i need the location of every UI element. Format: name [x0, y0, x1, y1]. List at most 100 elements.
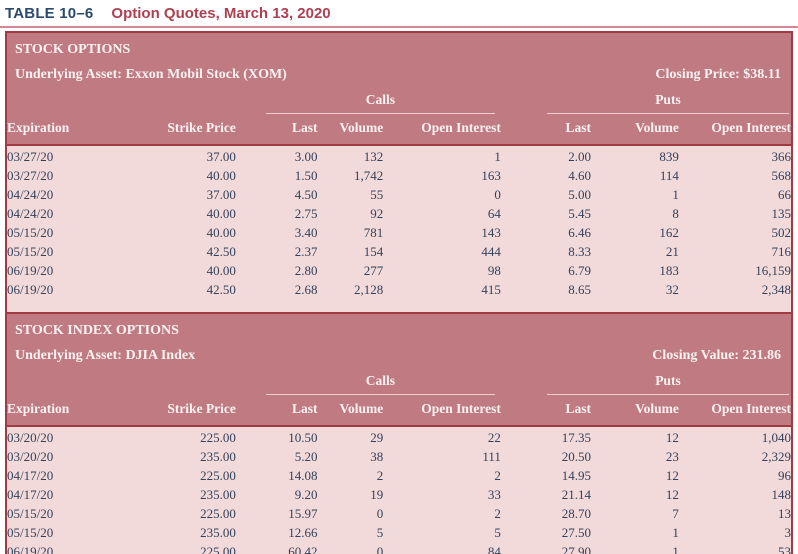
cell: 40.00: [151, 261, 236, 281]
underlying-asset-label: Underlying Asset: Exxon Mobil Stock (XOM…: [15, 67, 287, 82]
cell: 6.46: [500, 223, 592, 243]
table-row: 03/20/20 225.00 10.50 29 22 17.35 12 1,040: [7, 425, 791, 448]
column-header-calls-open-interest: Open Interest: [383, 395, 501, 426]
column-header-puts-volume: Volume: [591, 395, 679, 426]
cell: 1: [383, 144, 501, 167]
table-row: 03/27/20 40.00 1.50 1,742 163 4.60 114 568: [7, 166, 791, 186]
cell: 13: [678, 504, 791, 524]
table-row: 06/19/20 42.50 2.68 2,128 415 8.65 32 2,348: [7, 280, 791, 312]
cell: 111: [383, 447, 501, 467]
cell: 06/19/20: [7, 261, 152, 281]
cell: 66: [678, 185, 791, 205]
cell: 5: [383, 523, 501, 543]
table-row: 05/15/20 235.00 12.66 5 5 27.50 1 3: [7, 523, 791, 543]
option-quotes-table: STOCK OPTIONS Underlying Asset: Exxon Mo…: [5, 31, 793, 554]
cell: 2,128: [317, 280, 384, 312]
table-row: 04/24/20 40.00 2.75 92 64 5.45 8 135: [7, 204, 791, 224]
column-header-expiration: Expiration: [7, 395, 152, 426]
cell: 781: [317, 223, 384, 243]
cell: 21: [591, 242, 679, 262]
cell: 04/17/20: [7, 466, 152, 486]
cell: 27.50: [500, 523, 592, 543]
cell: 06/19/20: [7, 542, 152, 554]
cell: 23: [591, 447, 679, 467]
cell: 40.00: [151, 223, 236, 243]
stock-options-rows: 03/27/20 37.00 3.00 132 1 2.00 839 366 03/27/20 4…: [7, 144, 791, 312]
cell: 8.65: [500, 280, 592, 312]
closing-price-label: Closing Price: $38.11: [655, 67, 781, 82]
cell: 12: [591, 485, 679, 505]
cell: 235.00: [151, 523, 236, 543]
table-row: 04/17/20 225.00 14.08 2 2 14.95 12 96: [7, 466, 791, 486]
cell: 143: [383, 223, 501, 243]
column-header-puts-last: Last: [500, 114, 592, 145]
cell: 183: [591, 261, 679, 281]
cell: 163: [383, 166, 501, 186]
cell: 366: [678, 144, 791, 167]
cell: 60.42: [235, 542, 318, 554]
cell: 5: [317, 523, 384, 543]
cell: 3: [678, 523, 791, 543]
table-row: 04/24/20 37.00 4.50 55 0 5.00 1 66: [7, 185, 791, 205]
cell: 2: [383, 504, 501, 524]
column-header-puts-last: Last: [500, 395, 592, 426]
cell: 27.90: [500, 542, 592, 554]
cell: 235.00: [151, 485, 236, 505]
cell: 22: [383, 425, 501, 448]
cell: 2: [383, 466, 501, 486]
cell: 10.50: [235, 425, 318, 448]
cell: 04/24/20: [7, 185, 152, 205]
cell: 225.00: [151, 504, 236, 524]
column-header-puts-open-interest: Open Interest: [678, 395, 791, 426]
cell: 162: [591, 223, 679, 243]
cell: 716: [678, 242, 791, 262]
cell: 7: [591, 504, 679, 524]
cell: 15.97: [235, 504, 318, 524]
cell: 132: [317, 144, 384, 167]
cell: 37.00: [151, 144, 236, 167]
cell: 20.50: [500, 447, 592, 467]
cell: 9.20: [235, 485, 318, 505]
cell: 2,348: [678, 280, 791, 312]
cell: 16,159: [678, 261, 791, 281]
cell: 32: [591, 280, 679, 312]
cell: 03/27/20: [7, 144, 152, 167]
section-title: STOCK INDEX OPTIONS: [7, 313, 791, 339]
cell: 2.80: [235, 261, 318, 281]
cell: 839: [591, 144, 679, 167]
closing-value-label: Closing Value: 231.86: [652, 348, 781, 363]
cell: 135: [678, 204, 791, 224]
cell: 17.35: [500, 425, 592, 448]
cell: 277: [317, 261, 384, 281]
cell: 40.00: [151, 166, 236, 186]
cell: 114: [591, 166, 679, 186]
section-title: STOCK OPTIONS: [7, 33, 791, 58]
cell: 5.00: [500, 185, 592, 205]
cell: 3.40: [235, 223, 318, 243]
cell: 21.14: [500, 485, 592, 505]
cell: 92: [317, 204, 384, 224]
cell: 444: [383, 242, 501, 262]
cell: 12: [591, 425, 679, 448]
cell: 148: [678, 485, 791, 505]
stock-options-header: STOCK OPTIONS Underlying Asset: Exxon Mo…: [7, 33, 791, 145]
cell: 1: [591, 523, 679, 543]
cell: 1.50: [235, 166, 318, 186]
cell: 6.79: [500, 261, 592, 281]
group-header-puts: Puts: [546, 373, 789, 395]
cell: 0: [383, 185, 501, 205]
cell: 225.00: [151, 466, 236, 486]
cell: 1,040: [678, 425, 791, 448]
cell: 06/19/20: [7, 280, 152, 312]
cell: 38: [317, 447, 384, 467]
cell: 05/15/20: [7, 504, 152, 524]
cell: 29: [317, 425, 384, 448]
group-header-calls: Calls: [265, 92, 495, 114]
cell: 3.00: [235, 144, 318, 167]
column-header-calls-last: Last: [235, 114, 318, 145]
column-header-puts-open-interest: Open Interest: [678, 114, 791, 145]
cell: 19: [317, 485, 384, 505]
cell: 225.00: [151, 425, 236, 448]
table-row: 03/20/20 235.00 5.20 38 111 20.50 23 2,329: [7, 447, 791, 467]
